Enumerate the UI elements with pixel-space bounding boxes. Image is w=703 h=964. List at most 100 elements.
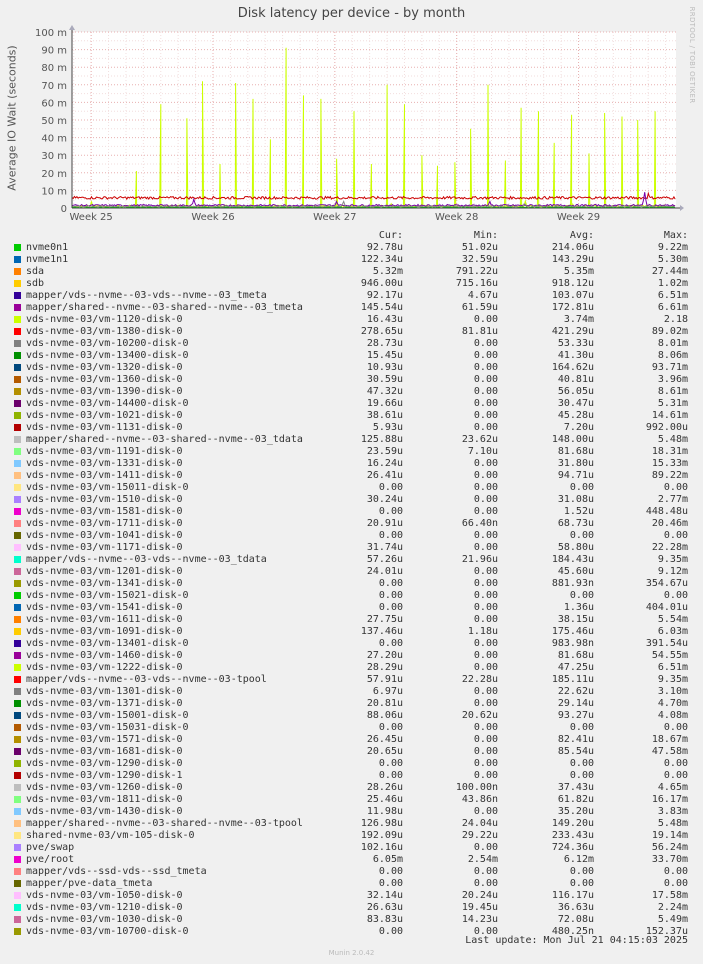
legend-cur: 0.00 <box>378 482 403 493</box>
legend-avg: 421.29u <box>551 326 594 337</box>
legend-swatch <box>14 892 21 899</box>
legend-avg: 40.81u <box>557 374 594 385</box>
legend-max: 17.58m <box>651 890 688 901</box>
legend-row: vds-nvme-03/vm-1191-disk-0 23.59u 7.10u 81.… <box>0 446 703 458</box>
legend-swatch <box>14 460 21 467</box>
y-axis-arrow <box>69 25 75 30</box>
y-tick-label: 80 m <box>41 63 67 74</box>
legend-name: vds-nvme-03/vm-15001-disk-0 <box>26 710 189 721</box>
legend-avg: 0.00 <box>569 590 594 601</box>
legend-cur: 31.74u <box>366 542 403 553</box>
legend-cur: 20.91u <box>366 518 403 529</box>
legend-max: 9.12m <box>657 566 688 577</box>
legend-cur: 32.14u <box>366 890 403 901</box>
legend-min: 0.00 <box>473 770 498 781</box>
legend-max: 27.44m <box>651 266 688 277</box>
legend-min: 0.00 <box>473 338 498 349</box>
legend-min: 0.00 <box>473 530 498 541</box>
legend-row: pve/swap 102.16u 0.00 724.36u 56.24m <box>0 842 703 854</box>
legend-max: 0.00 <box>663 530 688 541</box>
legend-swatch <box>14 328 21 335</box>
legend-name: vds-nvme-03/vm-10200-disk-0 <box>26 338 189 349</box>
legend-avg: 94.71u <box>557 470 594 481</box>
legend-max: 448.48u <box>645 506 688 517</box>
legend-avg: 37.43u <box>557 782 594 793</box>
legend-min: 715.16u <box>455 278 498 289</box>
legend-name: vds-nvme-03/vm-1222-disk-0 <box>26 662 183 673</box>
legend-swatch <box>14 412 21 419</box>
legend-swatch <box>14 244 21 251</box>
legend-cur: 25.46u <box>366 794 403 805</box>
legend-min: 14.23u <box>461 914 498 925</box>
legend-name: vds-nvme-03/vm-1360-disk-0 <box>26 374 183 385</box>
legend-name: vds-nvme-03/vm-1021-disk-0 <box>26 410 183 421</box>
legend-name: mapper/vds--nvme--03-vds--nvme--03_tdata <box>26 554 267 565</box>
legend-max: 18.31m <box>651 446 688 457</box>
legend-max: 0.00 <box>663 722 688 733</box>
legend-max: 89.22m <box>651 470 688 481</box>
legend-cur: 20.65u <box>366 746 403 757</box>
legend-swatch <box>14 472 21 479</box>
legend-row: vds-nvme-03/vm-1210-disk-0 26.63u 19.45u 36… <box>0 902 703 914</box>
legend-name: vds-nvme-03/vm-1050-disk-0 <box>26 890 183 901</box>
legend-name: vds-nvme-03/vm-1541-disk-0 <box>26 602 183 613</box>
legend-avg: 45.60u <box>557 566 594 577</box>
legend-row: vds-nvme-03/vm-10200-disk-0 28.73u 0.00 53.… <box>0 338 703 350</box>
series-line <box>71 191 676 201</box>
legend-swatch <box>14 604 21 611</box>
legend-cur: 126.98u <box>360 818 403 829</box>
legend-cur: 0.00 <box>378 530 403 541</box>
legend-avg: 480.25n <box>551 926 594 937</box>
legend-max: 2.18 <box>663 314 688 325</box>
legend-cur: 5.32m <box>372 266 403 277</box>
legend-swatch <box>14 676 21 683</box>
legend-avg: 214.06u <box>551 242 594 253</box>
legend-cur: 0.00 <box>378 590 403 601</box>
legend-avg: 0.00 <box>569 866 594 877</box>
legend-max: 5.48m <box>657 434 688 445</box>
legend-avg: 47.25u <box>557 662 594 673</box>
legend-row: vds-nvme-03/vm-14400-disk-0 19.66u 0.00 30.… <box>0 398 703 410</box>
legend-swatch <box>14 256 21 263</box>
legend-avg: 233.43u <box>551 830 594 841</box>
legend-name: vds-nvme-03/vm-1201-disk-0 <box>26 566 183 577</box>
legend-min: 0.00 <box>473 746 498 757</box>
legend-avg: 0.00 <box>569 758 594 769</box>
legend-name: nvme0n1 <box>26 242 69 253</box>
legend-cur: 27.75u <box>366 614 403 625</box>
legend-cur: 5.93u <box>372 422 403 433</box>
legend-min: 0.00 <box>473 722 498 733</box>
legend-min: 81.81u <box>461 326 498 337</box>
legend-avg: 3.74m <box>563 314 594 325</box>
legend-max: 6.03m <box>657 626 688 637</box>
legend-swatch <box>14 772 21 779</box>
legend-row: vds-nvme-03/vm-1380-disk-0 278.65u 81.81u 4… <box>0 326 703 338</box>
legend-max: 3.83m <box>657 806 688 817</box>
legend-name: vds-nvme-03/vm-1510-disk-0 <box>26 494 183 505</box>
legend-max: 5.48m <box>657 818 688 829</box>
legend-name: vds-nvme-03/vm-1171-disk-0 <box>26 542 183 553</box>
legend-min: 0.00 <box>473 506 498 517</box>
legend-row: mapper/shared--nvme--03-shared--nvme--03… <box>0 818 703 830</box>
legend-swatch <box>14 508 21 515</box>
legend-name: vds-nvme-03/vm-1460-disk-0 <box>26 650 183 661</box>
legend-name: vds-nvme-03/vm-1120-disk-0 <box>26 314 183 325</box>
legend-row: mapper/vds--nvme--03-vds--nvme--03_tdata… <box>0 554 703 566</box>
legend-row: mapper/pve-data_tmeta 0.00 0.00 0.00 0.00 <box>0 878 703 890</box>
legend-min: 0.00 <box>473 410 498 421</box>
legend-min: 21.96u <box>461 554 498 565</box>
legend-header-avg: Avg: <box>569 230 594 241</box>
legend-row: vds-nvme-03/vm-15001-disk-0 88.06u 20.62u 9… <box>0 710 703 722</box>
legend-name: vds-nvme-03/vm-1341-disk-0 <box>26 578 183 589</box>
legend-min: 2.54m <box>467 854 498 865</box>
legend-swatch <box>14 880 21 887</box>
legend-name: mapper/vds--ssd-vds--ssd_tmeta <box>26 866 207 877</box>
legend-row: vds-nvme-03/vm-1050-disk-0 32.14u 20.24u 11… <box>0 890 703 902</box>
legend-row: mapper/vds--ssd-vds--ssd_tmeta 0.00 0.00 0.… <box>0 866 703 878</box>
legend-row: vds-nvme-03/vm-1611-disk-0 27.75u 0.00 38.1… <box>0 614 703 626</box>
legend-min: 51.02u <box>461 242 498 253</box>
legend-cur: 0.00 <box>378 602 403 613</box>
legend-name: vds-nvme-03/vm-1290-disk-0 <box>26 758 183 769</box>
legend-cur: 26.45u <box>366 734 403 745</box>
legend-swatch <box>14 652 21 659</box>
